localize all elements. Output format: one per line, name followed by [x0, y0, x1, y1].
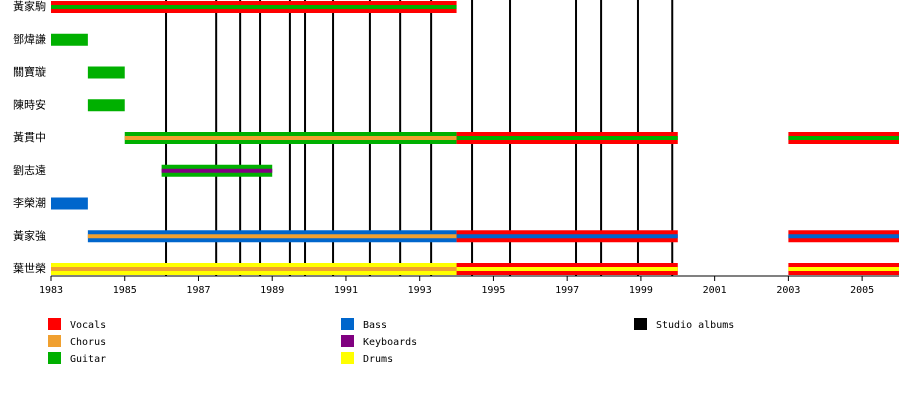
legend-swatch: [341, 352, 354, 364]
x-tick-label: 1999: [629, 285, 653, 296]
legend-label: Studio albums: [656, 320, 734, 331]
x-tick-label: 2003: [776, 285, 800, 296]
bar-stripe: [51, 5, 457, 9]
legend-label: Vocals: [70, 320, 106, 331]
x-tick-label: 1997: [555, 285, 579, 296]
x-tick-label: 1983: [39, 285, 63, 296]
legend-label: Keyboards: [363, 337, 417, 348]
member-name: 關寶璇: [13, 65, 46, 79]
bar: [87, 66, 125, 79]
bar-stripe: [87, 234, 457, 239]
legend-swatch: [48, 335, 61, 347]
bar-stripe: [788, 267, 899, 271]
legend-label: Guitar: [70, 354, 106, 365]
bar-stripe: [51, 267, 457, 271]
legend-swatch: [634, 318, 647, 330]
legend-swatch: [341, 335, 354, 347]
bar-stripe: [456, 136, 678, 140]
x-tick-label: 1991: [334, 285, 358, 296]
member-name: 陳時安: [13, 97, 46, 111]
x-tick-label: 2005: [850, 285, 874, 296]
bar-stripe: [456, 267, 678, 271]
bar-stripe: [788, 234, 899, 239]
bar: [51, 33, 88, 46]
member-name: 黃家強: [13, 228, 46, 242]
member-name: 李榮潮: [13, 196, 46, 210]
legend-label: Bass: [363, 320, 387, 331]
x-tick-label: 1993: [408, 285, 432, 296]
x-tick-label: 1989: [260, 285, 284, 296]
member-name: 劉志遠: [13, 163, 46, 177]
legend-label: Drums: [363, 354, 393, 365]
bar-stripe: [456, 234, 678, 239]
x-tick-label: 1987: [186, 285, 210, 296]
x-tick-label: 1995: [481, 285, 505, 296]
member-name: 葉世榮: [13, 261, 46, 275]
x-tick-label: 1985: [113, 285, 137, 296]
bar-stripe: [161, 168, 273, 173]
member-name: 黃貫中: [13, 131, 46, 144]
legend-swatch: [341, 318, 354, 330]
legend-swatch: [48, 318, 61, 330]
x-tick-label: 2001: [703, 285, 727, 296]
member-name: 鄧煒謙: [13, 32, 46, 46]
bar-stripe: [124, 136, 457, 140]
bar-stripe: [788, 136, 899, 140]
bar: [87, 99, 125, 112]
bar: [51, 197, 88, 210]
legend-swatch: [48, 352, 61, 364]
legend-label: Chorus: [70, 337, 106, 348]
member-name: 黃家駒: [13, 0, 46, 13]
